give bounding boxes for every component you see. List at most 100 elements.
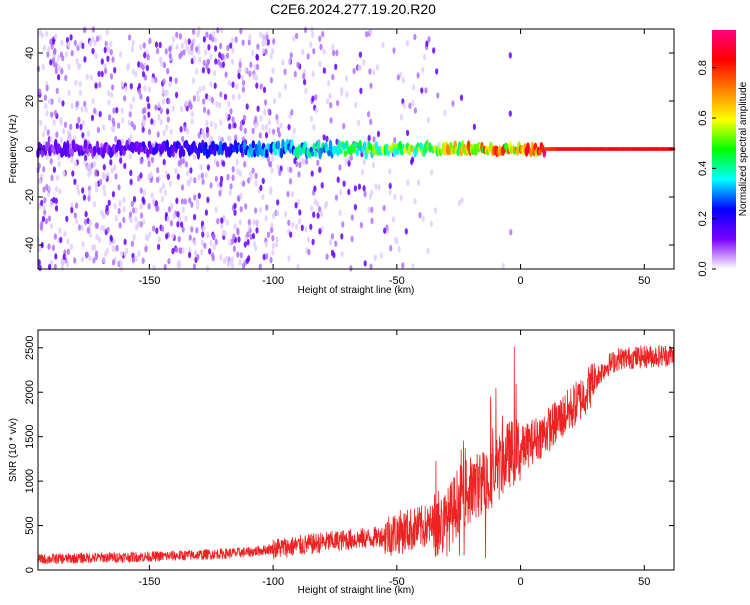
heatmap-cell <box>85 251 89 259</box>
heatmap-cell <box>150 156 155 164</box>
heatmap-cell <box>159 187 163 194</box>
heatmap-cell <box>242 180 246 187</box>
heatmap-cell <box>370 189 374 196</box>
heatmap-cell <box>328 92 332 100</box>
heatmap-cell <box>508 110 512 117</box>
heatmap-cell <box>162 78 166 85</box>
heatmap-cell <box>276 199 280 206</box>
heatmap-cell <box>213 36 217 43</box>
heatmap-cell <box>421 215 425 222</box>
heatmap-cell <box>271 235 275 242</box>
heatmap-cell <box>501 262 505 270</box>
heatmap-cell <box>131 68 135 75</box>
heatmap-cell <box>112 238 116 245</box>
heatmap-cell <box>417 179 421 186</box>
heatmap-cell <box>166 67 170 75</box>
heatmap-cell <box>175 43 179 51</box>
heatmap-cell <box>275 236 279 243</box>
heatmap-cell <box>108 114 112 121</box>
heatmap-cell <box>362 141 367 150</box>
heatmap-cell <box>88 40 92 47</box>
heatmap-cell <box>184 38 188 45</box>
heatmap-cell <box>202 59 206 67</box>
heatmap-cell <box>111 117 115 124</box>
heatmap-cell <box>179 126 183 133</box>
heatmap-cell <box>359 87 363 95</box>
heatmap-cell <box>123 238 127 246</box>
heatmap-cell <box>374 183 378 190</box>
heatmap-cell <box>147 86 152 93</box>
heatmap-cell <box>180 50 184 58</box>
heatmap-cell <box>303 78 307 86</box>
heatmap-cell <box>141 118 145 125</box>
heatmap-cell <box>310 170 314 177</box>
heatmap-cell <box>121 117 125 124</box>
heatmap-cell <box>109 49 113 56</box>
heatmap-cell <box>238 66 242 74</box>
heatmap-cell <box>327 149 331 157</box>
heatmap-cell <box>93 107 97 115</box>
heatmap-cell <box>84 106 88 113</box>
heatmap-cell <box>370 217 374 224</box>
heatmap-cell <box>184 161 188 168</box>
heatmap-cell <box>322 67 326 74</box>
heatmap-cell <box>232 233 236 240</box>
heatmap-cell <box>538 149 542 156</box>
heatmap-cell <box>432 47 436 54</box>
heatmap-cell <box>42 45 47 52</box>
heatmap-cell <box>266 231 271 238</box>
heatmap-cell <box>235 83 239 90</box>
heatmap-cell <box>243 127 247 135</box>
heatmap-cell <box>207 44 211 51</box>
heatmap-cell <box>185 44 189 51</box>
heatmap-cell <box>73 39 77 47</box>
heatmap-cell <box>449 141 453 150</box>
heatmap-cell <box>345 91 349 98</box>
heatmap-cell <box>350 214 354 221</box>
heatmap-cell <box>81 42 85 50</box>
heatmap-cell <box>276 164 280 171</box>
heatmap-cell <box>255 219 259 226</box>
x-tick-label: -50 <box>389 275 405 287</box>
heatmap-cell <box>429 220 433 228</box>
heatmap-cell <box>146 148 150 158</box>
colorbar-tick-label: 0.8 <box>697 60 709 75</box>
heatmap-cell <box>107 199 111 206</box>
heatmap-cell <box>83 56 87 63</box>
heatmap-cell <box>276 118 280 125</box>
heatmap-cell <box>92 201 97 208</box>
heatmap-cell <box>232 245 236 252</box>
heatmap-cell <box>45 84 49 92</box>
heatmap-cell <box>241 86 245 93</box>
heatmap-cell <box>137 61 141 68</box>
heatmap-cell <box>122 196 126 203</box>
heatmap-cell <box>311 238 315 246</box>
heatmap-cell <box>171 36 175 43</box>
snr-xlabel: Height of straight line (km) <box>298 585 415 596</box>
heatmap-cell <box>264 149 269 158</box>
heatmap-cell <box>334 194 338 201</box>
heatmap-cell <box>252 73 256 80</box>
heatmap-cell <box>129 217 133 224</box>
heatmap-cell <box>94 186 99 193</box>
heatmap-cell <box>265 253 269 260</box>
heatmap-cell <box>294 202 298 209</box>
heatmap-cell <box>198 56 202 63</box>
heatmap-cell <box>266 39 270 46</box>
heatmap-cell <box>459 94 464 101</box>
heatmap-cell <box>393 193 397 201</box>
heatmap-cell <box>197 174 201 181</box>
heatmap-cell <box>141 126 145 133</box>
heatmap-cell <box>66 248 70 255</box>
heatmap-cell <box>171 232 175 240</box>
heatmap-cell <box>331 44 335 51</box>
heatmap-cell <box>46 129 50 136</box>
heatmap-cell <box>206 58 210 66</box>
spectrogram-ticks: -150 -100 -50 0 50 -40 -20 0 20 40 <box>24 29 674 287</box>
heatmap-cell <box>368 143 373 151</box>
heatmap-cell <box>157 101 161 109</box>
heatmap-cell <box>433 207 438 214</box>
x-tick-label: 0 <box>518 576 524 588</box>
heatmap-cell <box>264 39 268 46</box>
